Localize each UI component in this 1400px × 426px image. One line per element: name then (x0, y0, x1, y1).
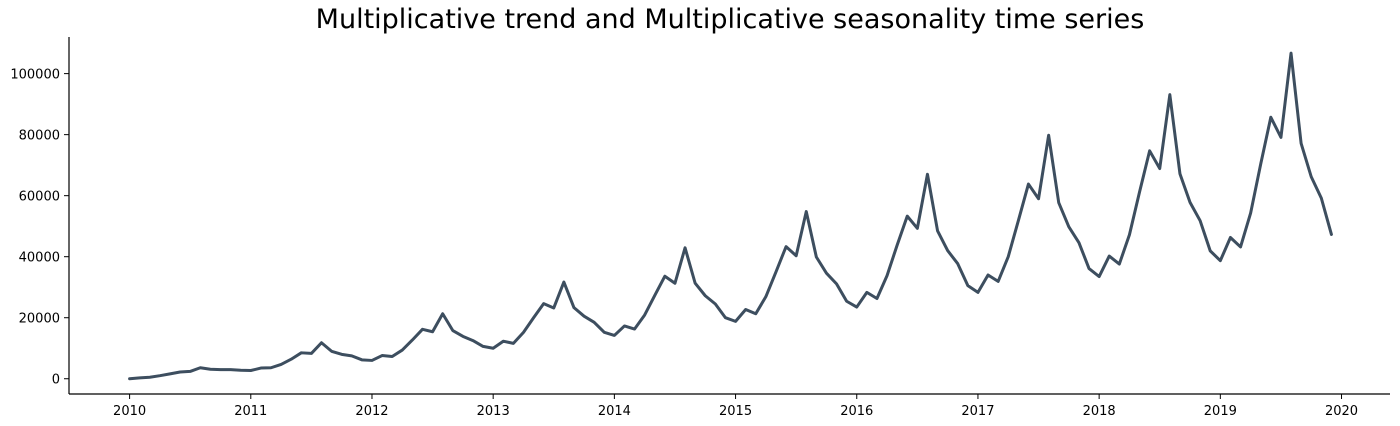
y-tick-label: 60000 (19, 190, 60, 205)
x-tick-label: 2012 (355, 404, 388, 419)
x-tick-label: 2015 (719, 404, 752, 419)
x-tick-label: 2011 (234, 404, 267, 419)
x-tick-label: 2018 (1083, 404, 1116, 419)
ticks-layer: 2010 2011 2012 2013 2014 2015 2016 2017 2018 2019… (10, 68, 1358, 419)
x-tick-label: 2013 (477, 404, 510, 419)
x-tick-label: 2020 (1325, 404, 1358, 419)
x-tick-label: 2016 (840, 404, 873, 419)
x-tick-label: 2010 (113, 404, 146, 419)
y-tick-label: 100000 (10, 68, 60, 83)
y-tick-label: 40000 (19, 251, 60, 266)
chart-title: Multiplicative trend and Multiplicative … (315, 4, 1145, 35)
y-tick-label: 0 (52, 373, 60, 388)
series-line (128, 51, 1333, 381)
x-tick-label: 2019 (1204, 404, 1237, 419)
series-layer (128, 51, 1333, 381)
y-tick-label: 80000 (19, 129, 60, 144)
x-tick-label: 2017 (961, 404, 994, 419)
x-tick-label: 2014 (598, 404, 631, 419)
y-tick-label: 20000 (19, 312, 60, 327)
